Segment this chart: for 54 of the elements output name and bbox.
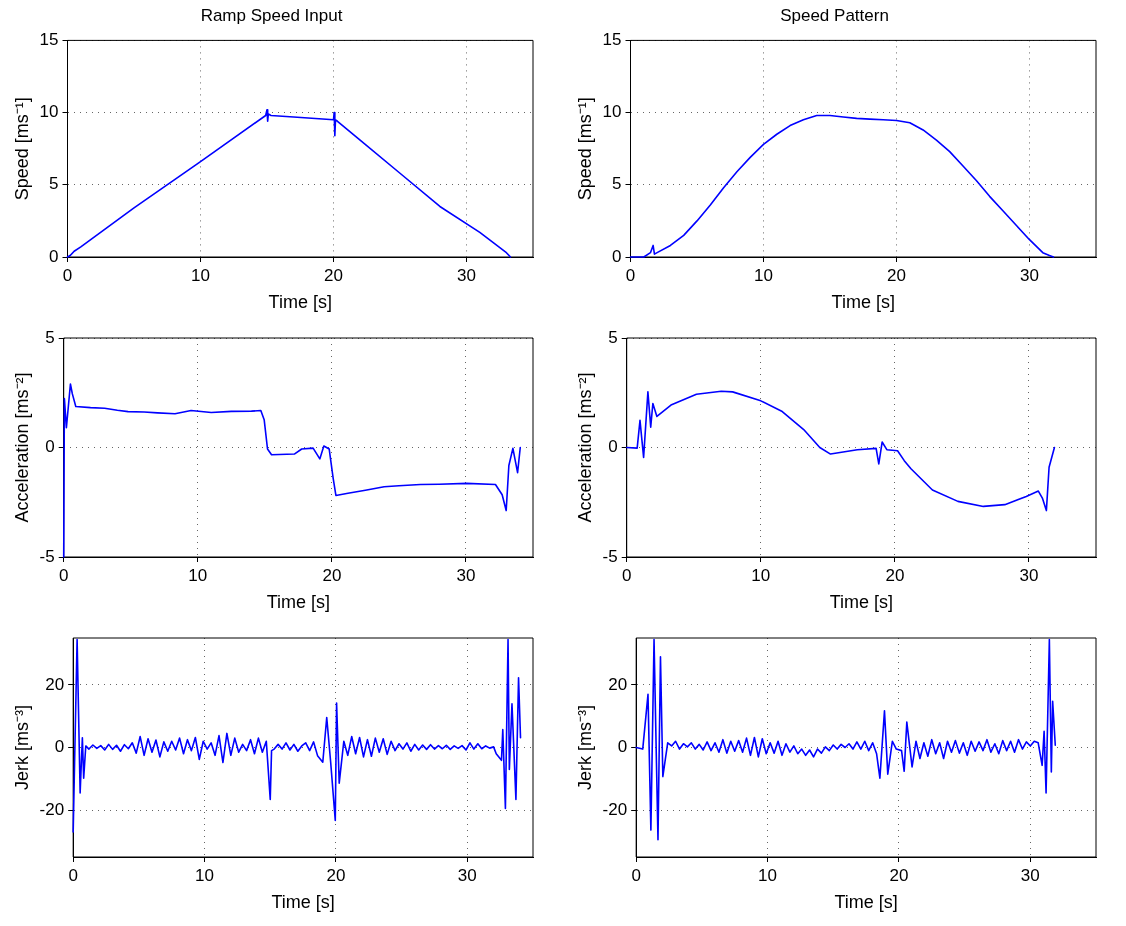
x-axis-title: Time [s]	[831, 292, 895, 313]
x-tick-label: 30	[456, 565, 476, 585]
y-tick-label: 10	[39, 102, 59, 122]
x-tick-label: 20	[322, 565, 342, 585]
x-tick-label: 10	[754, 265, 773, 285]
x-tick-label: 30	[1020, 265, 1039, 285]
y-tick-label: 0	[617, 737, 628, 757]
y-tick-label: -5	[602, 546, 618, 566]
x-tick-label: 20	[885, 565, 905, 585]
x-tick-label: 20	[889, 865, 909, 885]
y-axis-title: Acceleration [ms⁻²]	[11, 372, 32, 523]
x-tick-label: 10	[195, 865, 215, 885]
y-axis-title: Speed [ms⁻¹]	[574, 97, 595, 201]
x-tick-label: 10	[188, 565, 208, 585]
y-axis-title: Jerk [ms⁻³]	[11, 705, 32, 790]
x-tick-label: 30	[457, 865, 477, 885]
y-tick-label: 5	[49, 174, 59, 194]
x-axis-title: Time [s]	[834, 892, 898, 913]
y-tick-label: 0	[612, 246, 622, 266]
chart-title: Speed Pattern	[780, 5, 889, 25]
x-axis-title: Time [s]	[266, 592, 331, 613]
y-tick-label: -20	[602, 799, 628, 819]
y-tick-label: 0	[54, 737, 65, 757]
chart-title: Ramp Speed Input	[200, 5, 343, 25]
x-axis-title: Time [s]	[829, 592, 894, 613]
y-tick-label: 5	[612, 174, 622, 194]
x-tick-label: 10	[751, 565, 771, 585]
y-axis-title: Jerk [ms⁻³]	[574, 705, 595, 790]
x-tick-label: 30	[457, 265, 476, 285]
x-tick-label: 20	[326, 865, 346, 885]
y-tick-label: 20	[45, 674, 65, 694]
y-tick-label: 15	[39, 30, 59, 50]
y-tick-label: 15	[602, 30, 622, 50]
y-tick-label: 5	[45, 327, 55, 347]
x-tick-label: 0	[631, 865, 641, 885]
y-tick-label: 0	[608, 437, 618, 457]
x-tick-label: 20	[324, 265, 343, 285]
x-tick-label: 10	[191, 265, 210, 285]
y-tick-label: 5	[608, 327, 618, 347]
y-tick-label: -5	[39, 546, 55, 566]
x-axis-title: Time [s]	[271, 892, 335, 913]
y-tick-label: 0	[45, 437, 55, 457]
x-axis-title: Time [s]	[268, 292, 332, 313]
x-tick-label: 20	[887, 265, 906, 285]
y-tick-label: -20	[39, 799, 65, 819]
y-tick-label: 10	[602, 102, 622, 122]
y-tick-label: 0	[49, 246, 59, 266]
x-tick-label: 30	[1020, 865, 1040, 885]
x-tick-label: 10	[758, 865, 778, 885]
y-axis-title: Speed [ms⁻¹]	[11, 97, 32, 201]
x-tick-label: 30	[1019, 565, 1039, 585]
y-axis-title: Acceleration [ms⁻²]	[574, 372, 595, 523]
x-tick-label: 0	[68, 865, 78, 885]
y-tick-label: 20	[608, 674, 628, 694]
